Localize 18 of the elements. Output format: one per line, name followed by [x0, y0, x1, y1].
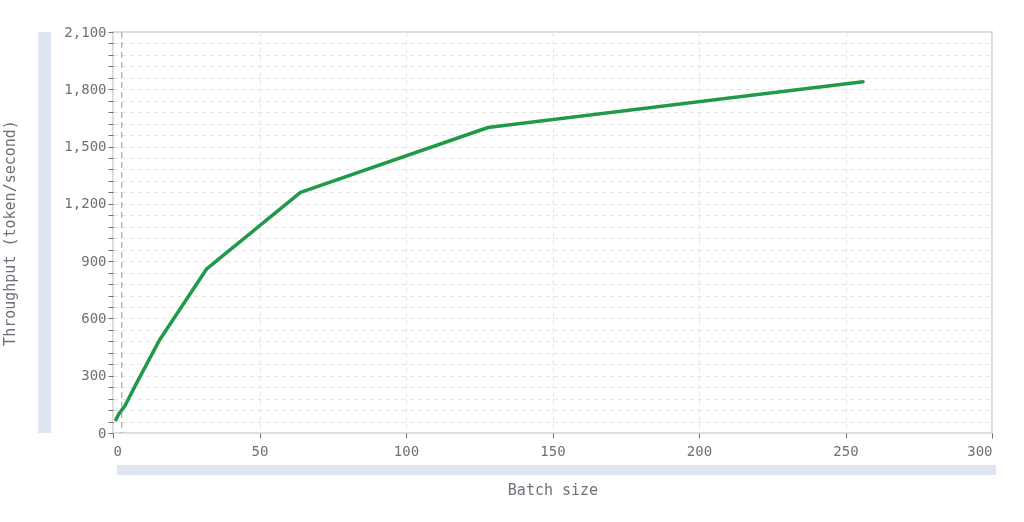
y-tick-label: 2,100 — [64, 23, 107, 40]
y-tick-label: 0 — [98, 424, 107, 441]
x-tick-label: 150 — [540, 442, 566, 459]
x-tick-label: 250 — [833, 442, 859, 459]
x-tick-label: 100 — [393, 442, 420, 459]
y-tick-label: 300 — [81, 367, 107, 384]
x-tick-label: 300 — [967, 442, 993, 459]
x-axis-title: Batch size — [507, 480, 599, 499]
line-series — [114, 79, 865, 422]
y-axis-title: Throughput (token/second) — [1, 120, 20, 346]
y-tick-label: 1,500 — [64, 138, 107, 155]
x-tick-label: 200 — [686, 442, 713, 459]
y-tick-label: 1,200 — [64, 195, 107, 212]
y-tick-label: 1,800 — [64, 80, 107, 97]
x-tick-label: 0 — [113, 442, 122, 459]
y-tick-label: 600 — [81, 309, 107, 326]
y-tick-label: 900 — [81, 252, 107, 269]
x-tick-label: 50 — [251, 442, 269, 459]
